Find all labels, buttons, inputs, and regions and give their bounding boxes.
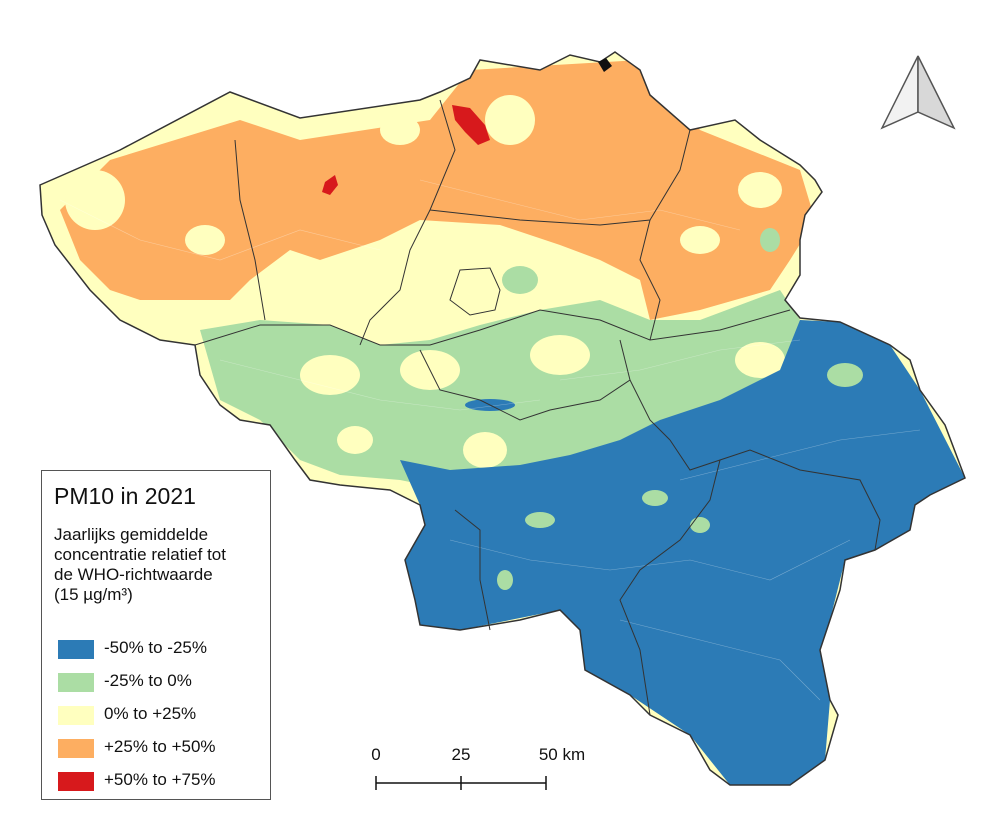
zone-neg25-0-blob — [820, 762, 836, 774]
zone-neg25-0-blob — [525, 512, 555, 528]
zone-neg25-0-blob — [827, 363, 863, 387]
legend-swatch — [58, 739, 94, 758]
scale-tick-25: 25 — [451, 745, 471, 764]
zone-50-75-ghent — [322, 175, 338, 195]
zone-0-25-blob — [337, 426, 373, 454]
legend: PM10 in 2021 Jaarlijks gemiddelde concen… — [41, 470, 271, 800]
zone-neg25-0-blob — [502, 266, 538, 294]
zone-0-25-blob — [735, 342, 785, 378]
zone-0-25-blob — [485, 95, 535, 145]
zone-neg25-0-blob — [642, 490, 668, 506]
legend-label: 0% to +25% — [104, 704, 197, 723]
legend-label: +25% to +50% — [104, 737, 216, 756]
zone-50-75-antwerp — [452, 105, 490, 145]
zone-0-25-blob — [300, 355, 360, 395]
zone-0-25-blob — [463, 432, 507, 468]
legend-label: -25% to 0% — [104, 671, 192, 690]
legend-label: +50% to +75% — [104, 770, 216, 789]
scale-tick-0: 0 — [371, 745, 381, 764]
north-arrow-icon — [880, 55, 956, 130]
zone-25-50-north — [60, 60, 815, 320]
legend-swatch — [58, 673, 94, 692]
legend-title: PM10 in 2021 — [54, 483, 196, 509]
zone-neg25-0-blob — [690, 517, 710, 533]
scale-bar — [375, 776, 547, 790]
province-borders — [194, 99, 881, 716]
scale-tick-50: 50 km — [538, 745, 586, 764]
country-border — [39, 51, 966, 786]
zone-0-25-blob — [65, 170, 125, 230]
zone-0-25-blob — [680, 226, 720, 254]
municipality-lines — [59, 179, 921, 701]
legend-swatch — [58, 706, 94, 725]
zone-neg25-0-blob — [760, 228, 780, 252]
zone-0-25-blob — [185, 225, 225, 255]
legend-swatch — [58, 640, 94, 659]
zone-neg25-0-blob — [497, 570, 513, 590]
legend-swatch — [58, 772, 94, 791]
scale-bar-labels: 0 25 50 km — [360, 745, 620, 805]
legend-subtitle: Jaarlijks gemiddelde concentratie relati… — [54, 525, 226, 604]
zone-0-25-blob — [530, 335, 590, 375]
zone-0-25-blob — [738, 172, 782, 208]
enclave — [598, 58, 612, 72]
legend-label: -50% to -25% — [104, 638, 207, 657]
zone-0-25-blob — [380, 115, 420, 145]
